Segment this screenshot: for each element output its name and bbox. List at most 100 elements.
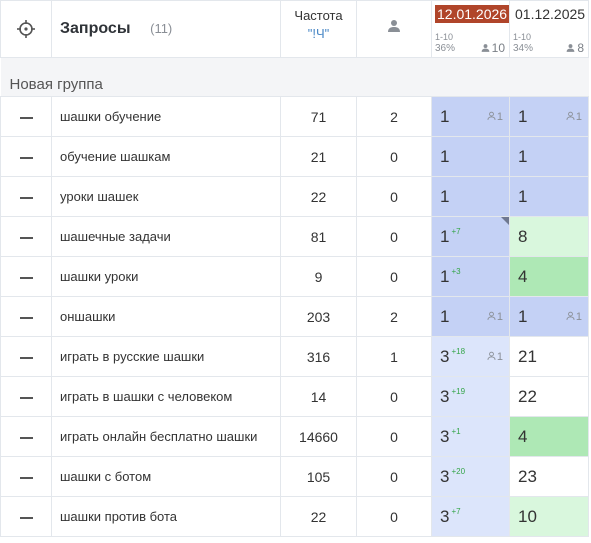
table-row: шашечные задачи 81 0 1 +7 8 — [0, 216, 589, 257]
position-value: 1 — [440, 306, 450, 326]
row-action-cell[interactable] — [0, 416, 52, 457]
row-action-cell[interactable] — [0, 496, 52, 537]
minus-icon[interactable] — [19, 316, 33, 319]
queries-title: Запросы — [60, 20, 131, 37]
position-cell-current[interactable]: 3 +1 — [431, 416, 510, 457]
position-cell-current[interactable]: 1 +7 — [431, 216, 510, 257]
position-value: 4 — [518, 426, 528, 446]
position-cell-current[interactable]: 1 — [431, 176, 510, 217]
query-text[interactable]: обучение шашкам — [51, 136, 281, 177]
users-value: 0 — [356, 256, 432, 297]
minus-icon[interactable] — [19, 396, 33, 399]
minus-icon[interactable] — [19, 516, 33, 519]
position-cell-current[interactable]: 1 +3 — [431, 256, 510, 297]
position-cell-previous[interactable]: 23 — [509, 456, 589, 497]
group-row[interactable]: Новая группа — [0, 57, 589, 97]
users-value: 0 — [356, 416, 432, 457]
target-icon-cell[interactable] — [0, 0, 52, 58]
minus-icon[interactable] — [19, 276, 33, 279]
frequency-value: 21 — [280, 136, 357, 177]
note-corner-marker[interactable] — [501, 217, 509, 225]
position-users-value: 1 — [575, 111, 582, 123]
minus-icon[interactable] — [19, 196, 33, 199]
users-value: 0 — [356, 136, 432, 177]
position-value: 10 — [518, 506, 537, 526]
position-users-value: 1 — [575, 311, 582, 323]
position-users-count: 1 — [566, 311, 582, 323]
row-action-cell[interactable] — [0, 376, 52, 417]
minus-icon[interactable] — [19, 476, 33, 479]
position-value: 3 — [440, 466, 450, 486]
users-value: 0 — [356, 376, 432, 417]
query-text[interactable]: оншашки — [51, 296, 281, 337]
position-delta: +19 — [451, 386, 466, 396]
date-label[interactable]: 01.12.2025 — [515, 6, 586, 22]
position-cell-current[interactable]: 3 +19 — [431, 376, 510, 417]
position-cell-current[interactable]: 3 +20 — [431, 456, 510, 497]
position-value: 1 — [518, 106, 528, 126]
minus-icon[interactable] — [19, 436, 33, 439]
minus-icon[interactable] — [19, 116, 33, 119]
row-action-cell[interactable] — [0, 136, 52, 177]
position-cell-current[interactable]: 1 — [431, 136, 510, 177]
row-action-cell[interactable] — [0, 216, 52, 257]
query-text[interactable]: играть в русские шашки — [51, 336, 281, 377]
position-cell-previous[interactable]: 4 — [509, 256, 589, 297]
frequency-value: 22 — [280, 176, 357, 217]
position-cell-previous[interactable]: 21 — [509, 336, 589, 377]
query-text[interactable]: уроки шашек — [51, 176, 281, 217]
user-icon — [388, 20, 400, 32]
crosshair-icon[interactable] — [16, 19, 36, 39]
position-cell-previous[interactable]: 10 — [509, 496, 589, 537]
position-value: 1 — [440, 106, 450, 126]
row-action-cell[interactable] — [0, 256, 52, 297]
frequency-header[interactable]: Частота "!Ч" — [280, 0, 357, 58]
query-text[interactable]: шашки обучение — [51, 96, 281, 137]
query-text[interactable]: шашки уроки — [51, 256, 281, 297]
query-text[interactable]: шашечные задачи — [51, 216, 281, 257]
date-header-2[interactable]: 01.12.2025 1-10 34% 8 — [509, 0, 589, 58]
row-action-cell[interactable] — [0, 176, 52, 217]
frequency-type[interactable]: "!Ч" — [307, 26, 330, 41]
group-name[interactable]: Новая группа — [0, 57, 589, 97]
position-users-value: 1 — [496, 311, 503, 323]
date-users-value: 8 — [577, 41, 584, 55]
position-cell-previous[interactable]: 4 — [509, 416, 589, 457]
minus-icon[interactable] — [19, 236, 33, 239]
row-action-cell[interactable] — [0, 96, 52, 137]
position-cell-previous[interactable]: 1 — [509, 136, 589, 177]
position-value: 1 — [518, 186, 528, 206]
users-value: 0 — [356, 216, 432, 257]
position-cell-current[interactable]: 3 +7 — [431, 496, 510, 537]
position-value: 3 — [440, 506, 450, 526]
top-range: 1-10 — [435, 32, 454, 42]
row-action-cell[interactable] — [0, 336, 52, 377]
row-action-cell[interactable] — [0, 456, 52, 497]
minus-icon[interactable] — [19, 356, 33, 359]
position-cell-previous[interactable]: 22 — [509, 376, 589, 417]
position-value: 3 — [440, 426, 450, 446]
query-text[interactable]: играть в шашки с человеком — [51, 376, 281, 417]
date-label-active[interactable]: 12.01.2026 — [435, 5, 510, 23]
query-text[interactable]: играть онлайн бесплатно шашки — [51, 416, 281, 457]
position-cell-previous[interactable]: 1 — [509, 176, 589, 217]
position-value: 22 — [518, 386, 537, 406]
table-row: шашки с ботом 105 0 3 +20 23 — [0, 456, 589, 497]
query-text[interactable]: шашки с ботом — [51, 456, 281, 497]
row-action-cell[interactable] — [0, 296, 52, 337]
minus-icon[interactable] — [19, 156, 33, 159]
table-row: играть в шашки с человеком 14 0 3 +19 22 — [0, 376, 589, 417]
query-text[interactable]: шашки против бота — [51, 496, 281, 537]
position-cell-current[interactable]: 3 +18 1 — [431, 336, 510, 377]
users-header[interactable] — [356, 0, 432, 58]
position-cell-previous[interactable]: 8 — [509, 216, 589, 257]
queries-header[interactable]: Запросы (11) — [51, 0, 281, 58]
date-header-1[interactable]: 12.01.2026 1-10 36% 10 — [431, 0, 510, 58]
position-users-count: 1 — [487, 311, 503, 323]
